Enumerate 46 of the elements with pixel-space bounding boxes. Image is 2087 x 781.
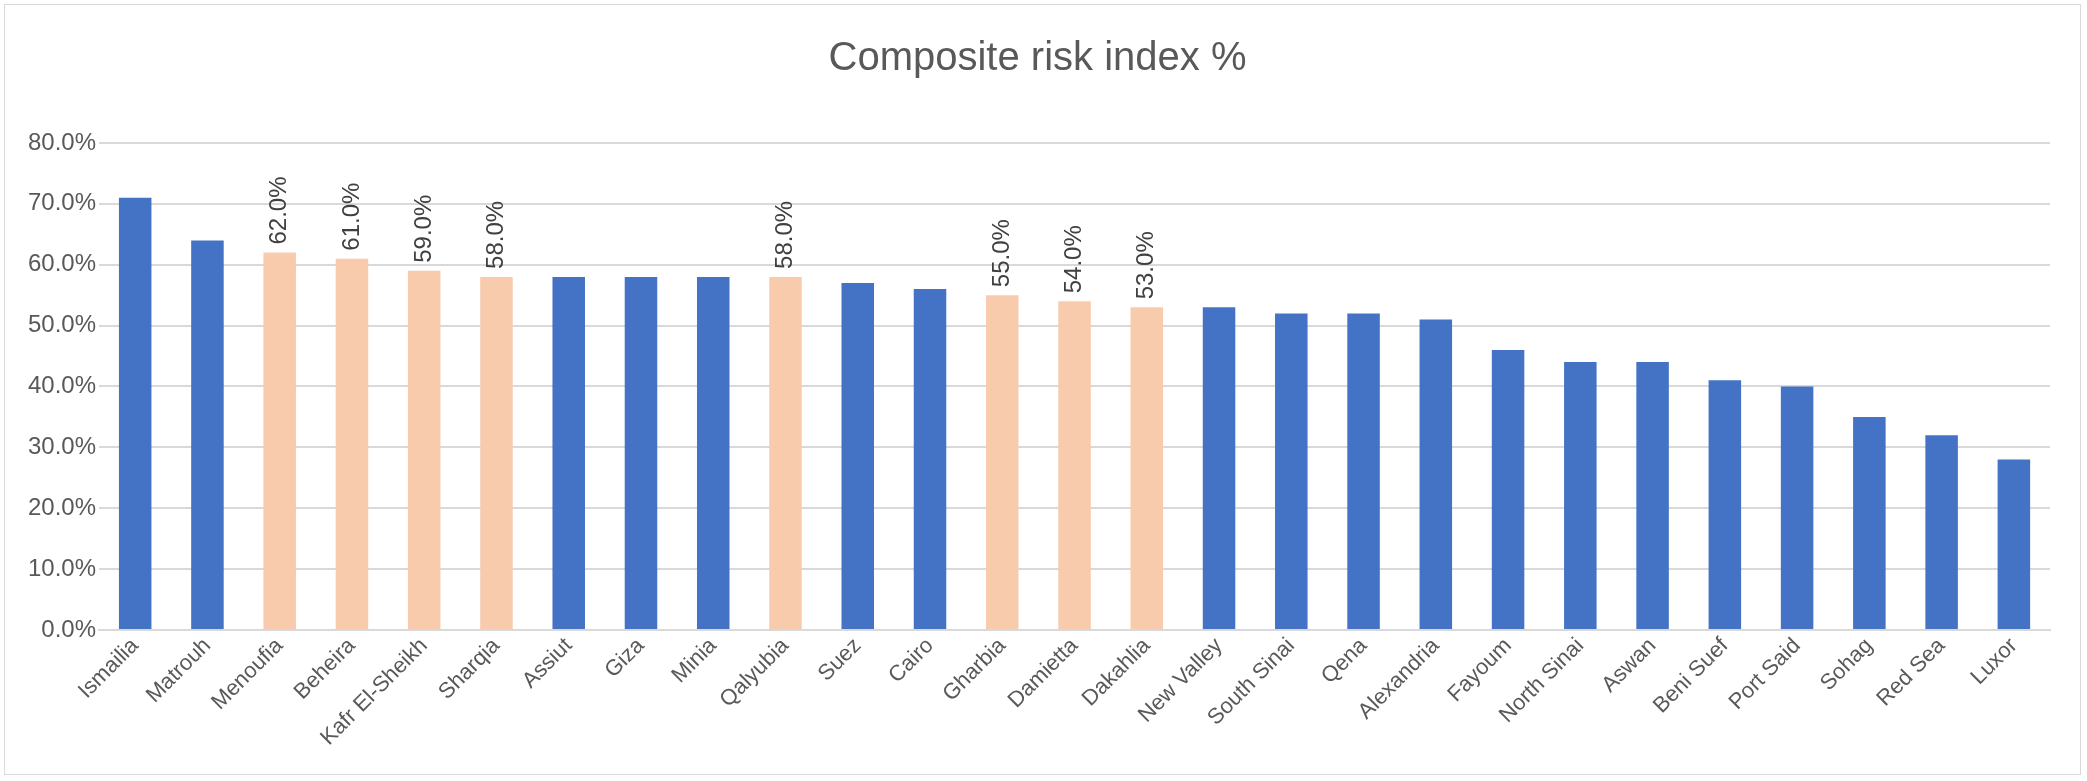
y-tick-label: 60.0% — [27, 249, 97, 277]
bar — [1564, 362, 1597, 629]
bar — [1708, 380, 1742, 629]
bar — [1275, 313, 1308, 629]
data-label: 58.0% — [481, 200, 509, 269]
bar — [624, 276, 658, 629]
bar — [1058, 301, 1091, 629]
bar — [1636, 362, 1669, 629]
y-tick-label: 80.0% — [27, 127, 97, 155]
bar — [1853, 416, 1886, 629]
data-label: 61.0% — [336, 182, 364, 251]
bar — [841, 282, 875, 629]
y-tick-label: 10.0% — [27, 553, 97, 581]
bar — [407, 270, 441, 629]
data-label: 55.0% — [986, 219, 1014, 288]
bar — [986, 295, 1019, 629]
y-tick-label: 70.0% — [27, 188, 97, 216]
bar — [480, 276, 513, 629]
y-tick-label: 50.0% — [27, 310, 97, 338]
data-label: 58.0% — [770, 200, 798, 269]
bar — [118, 197, 152, 629]
bar — [696, 276, 730, 629]
bar — [1925, 435, 1958, 629]
bar — [263, 252, 296, 629]
data-label: 54.0% — [1059, 225, 1087, 294]
bar — [552, 276, 585, 629]
bar — [913, 289, 947, 629]
bar — [1997, 459, 2031, 629]
chart-title: Composite risk index % — [828, 34, 1247, 79]
y-tick-label: 40.0% — [27, 371, 97, 399]
y-tick-label: 0.0% — [41, 614, 97, 642]
bar — [1130, 307, 1164, 629]
y-tick-label: 20.0% — [27, 492, 97, 520]
bar — [1780, 386, 1814, 629]
bar — [1419, 319, 1453, 629]
bar — [335, 258, 369, 629]
bar — [769, 276, 802, 629]
data-label: 59.0% — [408, 194, 436, 263]
y-tick-label: 30.0% — [27, 431, 97, 459]
data-label: 62.0% — [264, 176, 292, 245]
bar — [1347, 313, 1380, 629]
bar — [191, 240, 224, 629]
bar — [1491, 349, 1525, 629]
data-label: 53.0% — [1131, 231, 1159, 300]
bar — [1202, 307, 1236, 629]
x-tick-label: Giza — [599, 631, 650, 683]
